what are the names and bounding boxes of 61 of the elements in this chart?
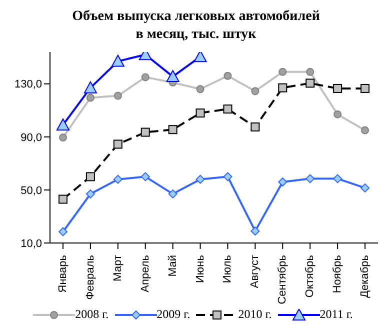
- point: [56, 118, 70, 130]
- point: [58, 227, 68, 236]
- point: [114, 92, 122, 100]
- x-tick-label: Январь: [57, 254, 69, 293]
- point: [250, 226, 260, 236]
- legend-label: 2009 г.: [156, 307, 190, 322]
- point: [360, 183, 370, 192]
- y-tick-label: 90,0: [20, 132, 42, 144]
- x-tick-label: Июль: [222, 254, 234, 284]
- x-tick-label: Август: [249, 255, 262, 288]
- y-tick-label: 50,0: [20, 184, 42, 197]
- point: [333, 174, 342, 184]
- x-tick-label: Май: [166, 255, 179, 277]
- point: [84, 81, 97, 94]
- legend-label: 2011 г.: [320, 307, 353, 322]
- point: [196, 108, 205, 118]
- point: [224, 72, 232, 80]
- legend-label: 2008 г.: [75, 307, 109, 322]
- x-tick-label: Ноябрь: [332, 254, 344, 294]
- point: [86, 189, 95, 198]
- point: [141, 73, 150, 82]
- x-tick-label: Февраль: [84, 254, 96, 300]
- point: [278, 68, 287, 76]
- point: [140, 172, 150, 182]
- point: [306, 174, 315, 184]
- point: [278, 177, 288, 186]
- point: [86, 172, 95, 182]
- point: [196, 174, 205, 184]
- point: [306, 78, 315, 88]
- x-tick-label: Март: [112, 255, 124, 282]
- point: [168, 189, 178, 198]
- point: [194, 52, 207, 62]
- point: [58, 194, 68, 204]
- point: [223, 172, 232, 182]
- point: [278, 83, 288, 92]
- x-tick-label: Октябрь: [304, 254, 316, 298]
- point: [140, 128, 150, 137]
- point: [333, 84, 342, 93]
- point: [196, 85, 204, 94]
- point: [111, 54, 124, 67]
- point: [306, 68, 314, 76]
- point: [113, 140, 122, 149]
- point: [223, 104, 232, 114]
- point: [168, 125, 178, 134]
- y-tick-label: 10,0: [20, 238, 42, 250]
- legend-label: 2010 г.: [238, 307, 272, 322]
- x-tick-label: Июнь: [194, 254, 206, 283]
- x-tick-label: Сентябрь: [276, 254, 289, 304]
- point: [166, 70, 180, 82]
- point: [251, 87, 260, 96]
- point: [360, 84, 370, 93]
- point: [113, 174, 122, 184]
- y-tick-label: 130,0: [14, 78, 42, 91]
- x-tick-label: Декабрь: [359, 254, 371, 298]
- point: [361, 126, 369, 134]
- point: [334, 110, 342, 118]
- chart-title: Объем выпуска легковых автомобилей в месяц, тыс. штук: [71, 8, 321, 44]
- x-tick-label: Апрель: [139, 254, 152, 292]
- point: [250, 122, 260, 132]
- point: [86, 94, 94, 102]
- point: [59, 134, 67, 142]
